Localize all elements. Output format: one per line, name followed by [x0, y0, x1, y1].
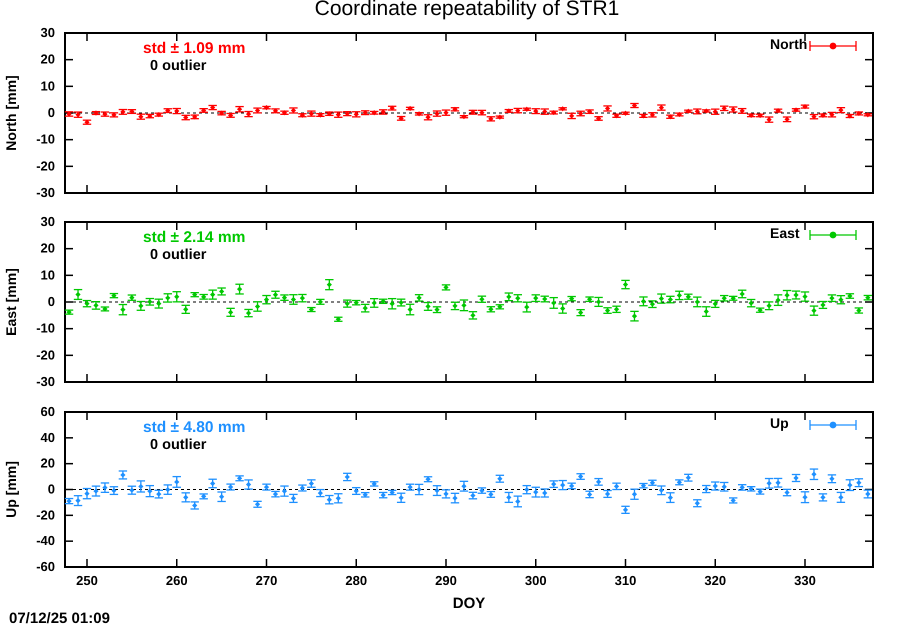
svg-text:East [mm]: East [mm] [3, 268, 19, 336]
svg-text:250: 250 [76, 573, 98, 588]
svg-text:-10: -10 [36, 321, 55, 336]
svg-text:North: North [770, 36, 807, 52]
svg-text:30: 30 [41, 25, 55, 40]
svg-text:std ± 4.80 mm: std ± 4.80 mm [143, 419, 245, 436]
svg-text:330: 330 [794, 573, 816, 588]
svg-text:-40: -40 [36, 533, 55, 548]
svg-text:0 outlier: 0 outlier [150, 437, 207, 453]
svg-text:DOY: DOY [453, 595, 486, 612]
svg-text:20: 20 [41, 52, 55, 67]
svg-text:-20: -20 [36, 507, 55, 522]
svg-text:std ± 1.09 mm: std ± 1.09 mm [143, 40, 245, 57]
svg-text:-10: -10 [36, 132, 55, 147]
svg-text:60: 60 [41, 404, 55, 419]
svg-text:40: 40 [41, 430, 55, 445]
svg-text:std ± 2.14 mm: std ± 2.14 mm [143, 229, 245, 246]
svg-text:0 outlier: 0 outlier [150, 247, 207, 263]
svg-text:260: 260 [166, 573, 188, 588]
svg-text:10: 10 [41, 78, 55, 93]
svg-text:280: 280 [345, 573, 367, 588]
svg-text:0: 0 [48, 105, 55, 120]
svg-text:0 outlier: 0 outlier [150, 58, 207, 74]
svg-text:320: 320 [704, 573, 726, 588]
svg-text:Coordinate repeatability of ST: Coordinate repeatability of STR1 [315, 0, 620, 20]
svg-text:Up [mm]: Up [mm] [3, 461, 19, 518]
svg-text:-20: -20 [36, 158, 55, 173]
svg-text:30: 30 [41, 214, 55, 229]
svg-text:Up: Up [770, 415, 789, 431]
svg-text:-30: -30 [36, 374, 55, 389]
svg-text:290: 290 [435, 573, 457, 588]
svg-text:07/12/25 01:09: 07/12/25 01:09 [9, 610, 110, 627]
svg-text:0: 0 [48, 482, 55, 497]
svg-text:310: 310 [615, 573, 637, 588]
svg-text:-60: -60 [36, 559, 55, 574]
svg-text:10: 10 [41, 267, 55, 282]
svg-text:270: 270 [256, 573, 278, 588]
svg-text:North [mm]: North [mm] [3, 75, 19, 150]
svg-text:300: 300 [525, 573, 547, 588]
svg-text:20: 20 [41, 456, 55, 471]
svg-text:20: 20 [41, 241, 55, 256]
svg-text:-30: -30 [36, 185, 55, 200]
svg-text:-20: -20 [36, 347, 55, 362]
svg-text:0: 0 [48, 294, 55, 309]
svg-text:East: East [770, 225, 800, 241]
